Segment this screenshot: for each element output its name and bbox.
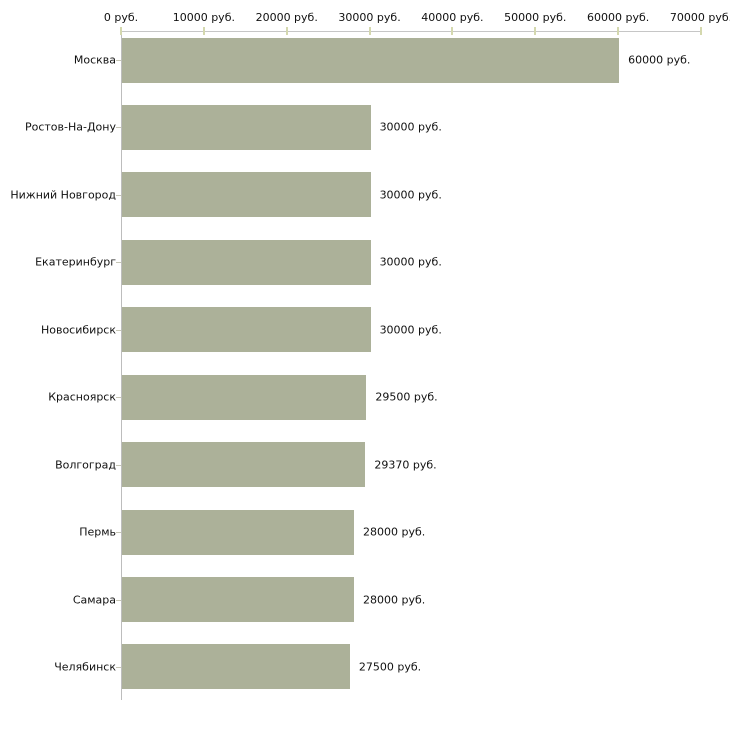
category-label: Пермь [79, 525, 116, 539]
y-tick [116, 666, 121, 668]
value-label: 30000 руб. [379, 188, 442, 202]
value-label: 30000 руб. [379, 255, 442, 269]
y-axis-line [121, 27, 122, 701]
y-tick [116, 262, 121, 264]
x-tick-label: 30000 руб. [338, 11, 401, 24]
x-tick [700, 27, 702, 35]
category-label: Екатеринбург [35, 255, 116, 269]
x-tick-label: 0 руб. [103, 11, 139, 24]
category-label: Новосибирск [40, 323, 116, 337]
category-label: Самара [72, 593, 116, 607]
bar [122, 374, 367, 420]
y-tick [116, 329, 121, 331]
x-tick-label: 10000 руб. [172, 11, 235, 24]
category-label: Москва [73, 53, 116, 67]
value-label: 27500 руб. [358, 660, 422, 674]
category-label: Красноярск [48, 390, 116, 404]
bar [122, 442, 366, 488]
bar [122, 104, 371, 150]
y-tick [116, 127, 121, 129]
value-label: 60000 руб. [628, 53, 691, 67]
bar [122, 307, 371, 353]
bar [122, 37, 620, 83]
bar [122, 577, 354, 623]
value-label: 29370 руб. [374, 458, 437, 472]
bar [122, 172, 371, 218]
value-label: 30000 руб. [379, 120, 442, 134]
bar [122, 509, 354, 555]
x-axis-line [121, 31, 701, 32]
y-tick [116, 464, 121, 466]
value-label: 28000 руб. [363, 593, 426, 607]
x-tick-label: 60000 руб. [587, 11, 650, 24]
x-tick [617, 27, 620, 35]
x-tick [202, 27, 205, 35]
category-label: Волгоград [55, 458, 116, 472]
x-tick-label: 50000 руб. [504, 11, 567, 24]
x-tick-label: 20000 руб. [255, 11, 318, 24]
x-tick-label: 70000 руб. [669, 11, 730, 24]
value-label: 28000 руб. [363, 525, 426, 539]
y-tick [116, 532, 121, 534]
y-tick [116, 60, 121, 61]
bar [122, 239, 371, 285]
x-tick [534, 27, 537, 35]
value-label: 29500 руб. [375, 390, 438, 404]
bar [122, 644, 350, 690]
x-tick-label: 40000 руб. [421, 11, 484, 24]
y-tick [116, 194, 121, 196]
y-tick [116, 397, 121, 399]
x-tick [368, 27, 371, 35]
category-label: Челябинск [54, 660, 116, 674]
value-label: 30000 руб. [379, 323, 442, 337]
x-tick [451, 27, 454, 35]
x-tick [285, 27, 288, 35]
category-label: Нижний Новгород [10, 188, 116, 202]
y-tick [116, 599, 121, 601]
category-label: Ростов-На-Дону [24, 120, 116, 134]
x-tick [120, 27, 122, 35]
